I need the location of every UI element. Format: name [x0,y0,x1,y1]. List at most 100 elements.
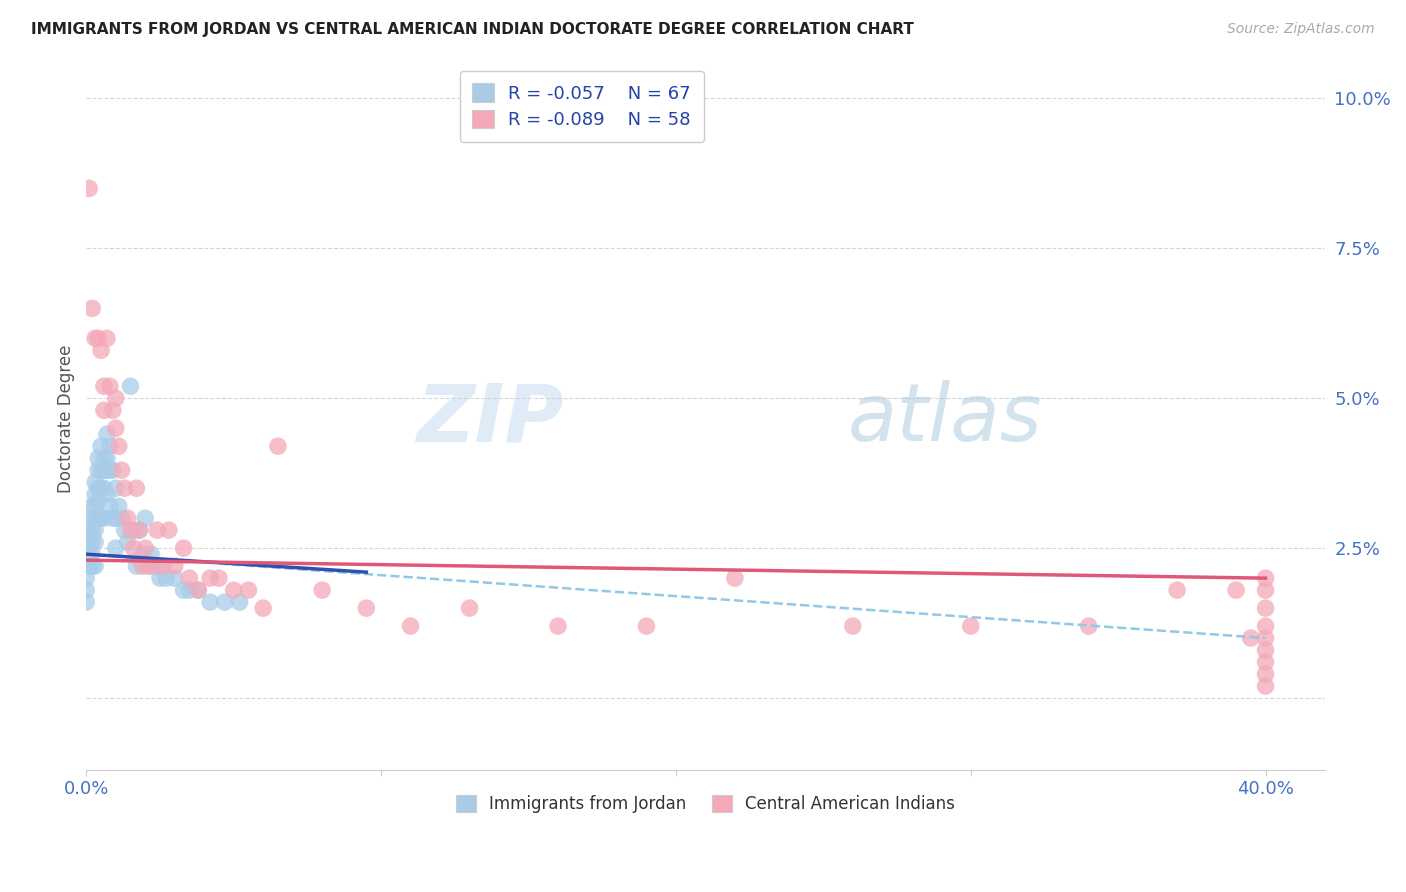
Point [96,427,118,442]
Point [84,331,107,345]
Point [84,559,107,574]
Point [98,463,121,477]
Point [141,559,163,574]
Point [214,595,236,609]
Point [228,595,250,609]
Point [104,541,127,556]
Point [163,559,186,574]
Point [84,511,107,525]
Point [157,523,180,537]
Point [87,331,110,345]
Point [134,511,156,525]
Point [1254,601,1277,615]
Point [173,583,195,598]
Point [114,523,136,537]
Point [87,481,110,495]
Point [93,451,115,466]
Point [104,421,127,435]
Point [82,523,104,537]
Point [87,463,110,477]
Point [458,601,481,615]
Point [136,559,159,574]
Point [173,541,195,556]
Point [93,403,115,417]
Point [356,601,378,615]
Point [152,559,174,574]
Point [82,559,104,574]
Point [96,331,118,345]
Point [98,499,121,513]
Point [90,511,112,525]
Point [77,181,100,195]
Point [77,523,100,537]
Point [198,571,221,585]
Point [114,481,136,495]
Point [93,511,115,525]
Point [75,583,97,598]
Point [98,439,121,453]
Point [82,535,104,549]
Point [84,487,107,501]
Point [75,571,97,585]
Point [1254,667,1277,681]
Point [959,619,981,633]
Point [636,619,658,633]
Point [104,511,127,525]
Point [163,571,186,585]
Point [117,511,139,525]
Point [101,511,124,525]
Point [122,541,145,556]
Point [1077,619,1099,633]
Point [104,481,127,495]
Point [82,511,104,525]
Point [149,571,172,585]
Point [179,571,201,585]
Point [187,583,209,598]
Point [82,301,104,316]
Point [125,481,148,495]
Point [1254,643,1277,657]
Point [84,535,107,549]
Point [120,523,142,537]
Point [146,559,169,574]
Point [90,439,112,453]
Point [77,547,100,561]
Point [120,379,142,393]
Point [179,583,201,598]
Text: IMMIGRANTS FROM JORDAN VS CENTRAL AMERICAN INDIAN DOCTORATE DEGREE CORRELATION C: IMMIGRANTS FROM JORDAN VS CENTRAL AMERIC… [31,22,914,37]
Point [93,463,115,477]
Point [96,451,118,466]
Point [1254,631,1277,645]
Point [90,481,112,495]
Point [84,523,107,537]
Point [87,511,110,525]
Point [131,547,153,561]
Point [96,463,118,477]
Point [141,547,163,561]
Point [84,475,107,490]
Text: ZIP: ZIP [416,380,562,458]
Point [1240,631,1263,645]
Point [155,571,177,585]
Point [1254,655,1277,669]
Point [87,451,110,466]
Y-axis label: Doctorate Degree: Doctorate Degree [58,345,75,493]
Point [187,583,209,598]
Point [82,547,104,561]
Point [146,523,169,537]
Point [1254,583,1277,598]
Point [311,583,333,598]
Point [134,541,156,556]
Point [87,493,110,508]
Point [238,583,260,598]
Point [90,343,112,358]
Point [252,601,274,615]
Point [724,571,747,585]
Text: Source: ZipAtlas.com: Source: ZipAtlas.com [1227,22,1375,37]
Point [128,523,150,537]
Point [111,511,134,525]
Point [1225,583,1247,598]
Point [208,571,231,585]
Point [84,499,107,513]
Point [547,619,569,633]
